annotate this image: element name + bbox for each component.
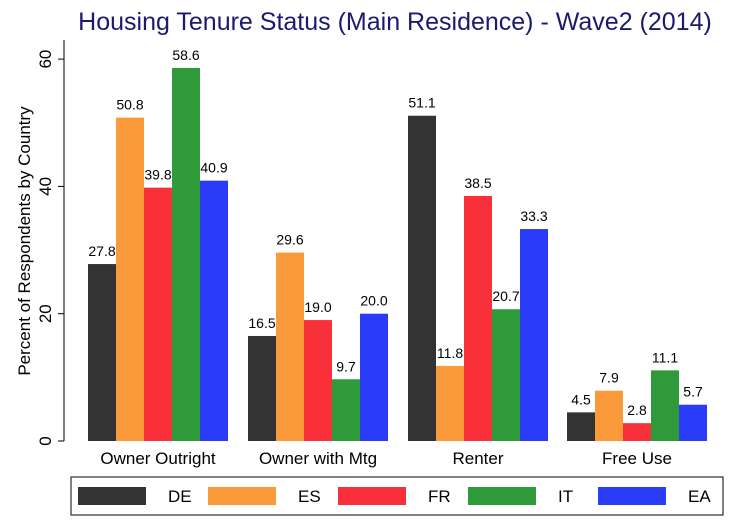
- legend-items: DE ES FR IT EA: [78, 487, 711, 506]
- bar-es-0: [116, 117, 144, 442]
- y-tick-label-60: 60: [36, 50, 55, 69]
- bar-de-2: [408, 115, 436, 441]
- bar-it-0: [172, 68, 200, 441]
- bar-ea-2: [520, 229, 548, 441]
- data-label-de-3: 4.5: [571, 391, 591, 407]
- data-label-es-2: 11.8: [437, 345, 463, 361]
- legend-swatch-it: [468, 487, 536, 505]
- category-label-3: Free Use: [602, 449, 672, 468]
- bar-es-1: [276, 252, 304, 441]
- data-label-fr-3: 2.8: [627, 402, 647, 418]
- bar-de-1: [248, 335, 276, 441]
- data-label-de-2: 51.1: [408, 95, 435, 111]
- legend-swatch-es: [208, 487, 276, 505]
- bar-fr-3: [623, 423, 651, 441]
- legend-label-ea: EA: [688, 487, 711, 506]
- bar-group-0: 27.8 50.8 39.8 58.6 40.9: [88, 47, 228, 442]
- data-label-it-1: 9.7: [336, 358, 356, 374]
- data-label-it-0: 58.6: [172, 47, 199, 63]
- data-label-ea-2: 33.3: [520, 208, 547, 224]
- legend-label-de: DE: [168, 487, 192, 506]
- bar-es-2: [436, 365, 464, 441]
- category-label-2: Renter: [452, 449, 503, 468]
- data-label-es-1: 29.6: [276, 232, 303, 248]
- legend-swatch-de: [78, 487, 146, 505]
- bar-groups: 27.8 50.8 39.8 58.6 40.9 16.5 29.6 19.0 9.7 20.0 5…: [88, 47, 707, 442]
- legend-label-fr: FR: [428, 487, 451, 506]
- bar-es-3: [595, 390, 623, 441]
- data-label-ea-1: 20.0: [360, 293, 387, 309]
- bar-de-0: [88, 264, 116, 441]
- data-label-it-2: 20.7: [492, 288, 519, 304]
- data-label-de-0: 27.8: [88, 243, 115, 259]
- bar-group-3: 4.5 7.9 2.8 11.1 5.7: [567, 349, 707, 441]
- legend-label-it: IT: [558, 487, 573, 506]
- bar-it-2: [492, 309, 520, 441]
- bar-it-3: [651, 370, 679, 441]
- legend: DE ES FR IT EA: [70, 476, 724, 516]
- bar-fr-1: [304, 320, 332, 441]
- data-label-fr-2: 38.5: [464, 175, 491, 191]
- y-tick-label-40: 40: [36, 177, 55, 196]
- bar-group-1: 16.5 29.6 19.0 9.7 20.0: [248, 232, 388, 441]
- bar-ea-3: [679, 404, 707, 441]
- legend-swatch-ea: [598, 487, 666, 505]
- bar-group-2: 51.1 11.8 38.5 20.7 33.3: [408, 95, 548, 441]
- data-label-ea-0: 40.9: [200, 160, 227, 176]
- data-label-de-1: 16.5: [248, 315, 275, 331]
- chart-title: Housing Tenure Status (Main Residence) -…: [78, 8, 712, 36]
- bar-it-1: [332, 379, 360, 441]
- y-tick-label-20: 20: [36, 304, 55, 323]
- data-label-es-3: 7.9: [599, 370, 619, 386]
- data-label-fr-0: 39.8: [144, 167, 171, 183]
- bar-fr-0: [144, 187, 172, 441]
- category-labels: Owner Outright Owner with Mtg Renter Free U…: [100, 449, 672, 468]
- bar-fr-2: [464, 195, 492, 441]
- y-axis-label: Percent of Respondents by Country: [15, 106, 34, 376]
- bar-de-3: [567, 412, 595, 441]
- legend-label-es: ES: [298, 487, 321, 506]
- bar-ea-1: [360, 313, 388, 441]
- data-label-it-3: 11.1: [652, 349, 678, 365]
- category-label-1: Owner with Mtg: [259, 449, 377, 468]
- data-label-es-0: 50.8: [116, 97, 143, 113]
- data-label-fr-1: 19.0: [304, 299, 331, 315]
- legend-swatch-fr: [338, 487, 406, 505]
- y-axis-ticks: 0 20 40 60: [36, 50, 64, 446]
- bar-ea-0: [200, 180, 228, 441]
- data-label-ea-3: 5.7: [683, 384, 703, 400]
- category-label-0: Owner Outright: [100, 449, 216, 468]
- y-tick-label-0: 0: [36, 436, 55, 445]
